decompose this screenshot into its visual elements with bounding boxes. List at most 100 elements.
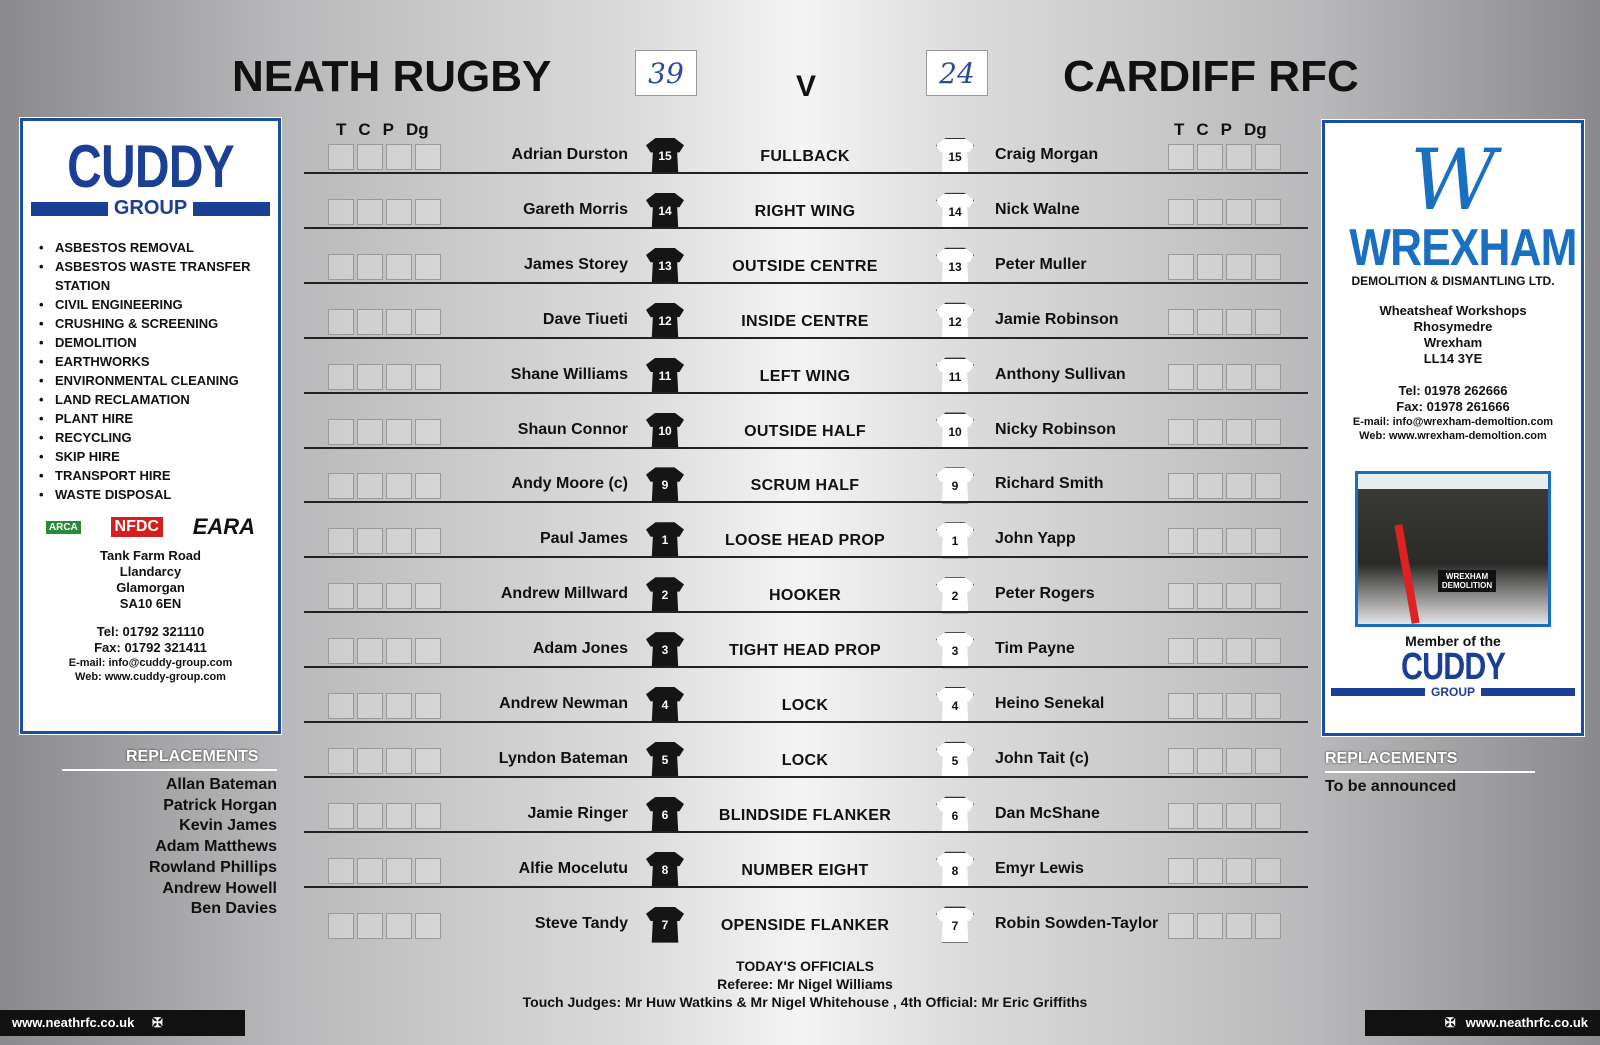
score-box[interactable] [1168, 912, 1194, 939]
score-box[interactable] [328, 528, 354, 555]
score-box[interactable] [328, 363, 354, 390]
score-box[interactable] [1255, 857, 1281, 884]
score-box[interactable] [328, 308, 354, 335]
score-box[interactable] [357, 583, 383, 610]
score-box[interactable] [1226, 363, 1252, 390]
score-box[interactable] [1226, 528, 1252, 555]
score-box[interactable] [386, 253, 412, 280]
score-box[interactable] [415, 418, 441, 445]
score-box[interactable] [386, 528, 412, 555]
score-box[interactable] [386, 857, 412, 884]
score-box[interactable] [1255, 198, 1281, 225]
score-box[interactable] [357, 308, 383, 335]
score-box[interactable] [1168, 638, 1194, 665]
score-box[interactable] [386, 144, 412, 170]
score-box[interactable] [1226, 857, 1252, 884]
score-box[interactable] [1168, 693, 1194, 719]
score-box[interactable] [1226, 583, 1252, 610]
score-box[interactable] [1255, 747, 1281, 774]
score-box[interactable] [1168, 253, 1194, 280]
score-box[interactable] [328, 638, 354, 665]
score-box[interactable] [357, 198, 383, 225]
score-box[interactable] [1168, 857, 1194, 884]
score-box[interactable] [328, 802, 354, 829]
score-box[interactable] [1226, 638, 1252, 665]
score-box[interactable] [1168, 308, 1194, 335]
footer-url[interactable]: www.neathrfc.co.uk [1465, 1015, 1588, 1030]
score-box[interactable] [1226, 473, 1252, 500]
score-box[interactable] [1226, 693, 1252, 719]
score-box[interactable] [1226, 747, 1252, 774]
score-box[interactable] [1197, 528, 1223, 555]
score-box[interactable] [1168, 418, 1194, 445]
score-box[interactable] [415, 308, 441, 335]
score-box[interactable] [1255, 802, 1281, 829]
score-box[interactable] [357, 253, 383, 280]
score-box[interactable] [357, 912, 383, 939]
score-box[interactable] [357, 528, 383, 555]
score-box[interactable] [1255, 308, 1281, 335]
score-box[interactable] [1255, 253, 1281, 280]
score-box[interactable] [1168, 583, 1194, 610]
score-box[interactable] [357, 638, 383, 665]
score-box[interactable] [1197, 583, 1223, 610]
score-box[interactable] [1255, 528, 1281, 555]
score-box[interactable] [357, 418, 383, 445]
score-box[interactable] [1197, 802, 1223, 829]
score-box[interactable] [1197, 253, 1223, 280]
score-box[interactable] [386, 912, 412, 939]
score-box[interactable] [1226, 198, 1252, 225]
score-box[interactable] [415, 583, 441, 610]
score-box[interactable] [1168, 528, 1194, 555]
score-box[interactable] [415, 528, 441, 555]
score-box[interactable] [1255, 363, 1281, 390]
score-box[interactable] [1168, 198, 1194, 225]
score-box[interactable] [386, 363, 412, 390]
score-box[interactable] [415, 473, 441, 500]
score-box[interactable] [328, 144, 354, 170]
score-box[interactable] [328, 857, 354, 884]
score-box[interactable] [386, 747, 412, 774]
score-box[interactable] [1197, 693, 1223, 719]
score-box[interactable] [328, 747, 354, 774]
score-box[interactable] [1168, 363, 1194, 390]
score-box[interactable] [1255, 473, 1281, 500]
score-box[interactable] [328, 253, 354, 280]
score-box[interactable] [415, 198, 441, 225]
score-box[interactable] [1226, 144, 1252, 170]
score-box[interactable] [357, 363, 383, 390]
score-box[interactable] [1168, 473, 1194, 500]
score-box[interactable] [1255, 144, 1281, 170]
score-box[interactable] [1255, 693, 1281, 719]
score-box[interactable] [328, 912, 354, 939]
score-box[interactable] [415, 144, 441, 170]
score-box[interactable] [1226, 418, 1252, 445]
score-box[interactable] [386, 418, 412, 445]
score-box[interactable] [1168, 144, 1194, 170]
score-box[interactable] [415, 747, 441, 774]
score-box[interactable] [1197, 418, 1223, 445]
score-box[interactable] [357, 693, 383, 719]
score-box[interactable] [328, 583, 354, 610]
score-box[interactable] [386, 473, 412, 500]
score-box[interactable] [1197, 857, 1223, 884]
score-box[interactable] [415, 693, 441, 719]
score-box[interactable] [1197, 747, 1223, 774]
score-box[interactable] [1168, 802, 1194, 829]
footer-url[interactable]: www.neathrfc.co.uk [12, 1015, 135, 1030]
score-box[interactable] [1255, 638, 1281, 665]
score-box[interactable] [328, 693, 354, 719]
score-box[interactable] [357, 747, 383, 774]
score-box[interactable] [1197, 308, 1223, 335]
score-box[interactable] [1255, 912, 1281, 939]
score-box[interactable] [328, 473, 354, 500]
score-box[interactable] [1197, 198, 1223, 225]
score-box[interactable] [357, 473, 383, 500]
score-box[interactable] [1226, 253, 1252, 280]
score-box[interactable] [415, 857, 441, 884]
score-box[interactable] [1197, 363, 1223, 390]
score-box[interactable] [357, 802, 383, 829]
score-box[interactable] [1197, 638, 1223, 665]
score-box[interactable] [328, 418, 354, 445]
score-box[interactable] [415, 912, 441, 939]
